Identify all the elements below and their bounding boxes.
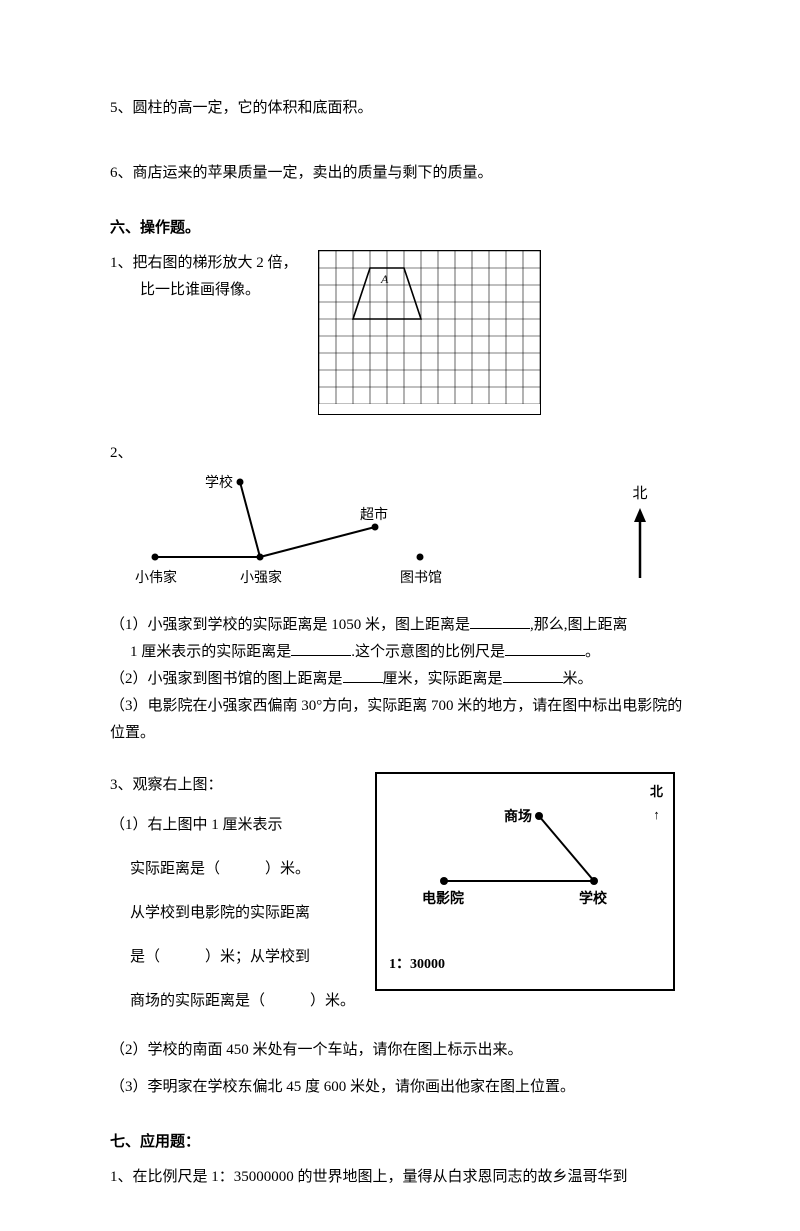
q6-2-container: 2、 学校超市小伟家 小强家 图书馆 北 （1）小强家到学校的实际距离是 1050 … — [110, 440, 690, 747]
svg-text:图书馆: 图书馆 — [400, 570, 442, 586]
q2-sub3: （3）电影院在小强家西偏南 30°方向，实际距离 700 米的地方，请在图中标出… — [110, 693, 690, 747]
q3-scale: 1：30000 — [389, 952, 661, 977]
svg-text:小伟家: 小伟家 — [135, 569, 177, 586]
q3-sub1d: 是（ ）米；从学校到 — [110, 939, 360, 975]
q6-3-container: 3、观察右上图： （1）右上图中 1 厘米表示 实际距离是（ ）米。 从学校到电… — [110, 772, 690, 1027]
q6-text: 6、商店运来的苹果质量一定，卖出的质量与剩下的质量。 — [110, 165, 493, 181]
q6-1-container: 1、把右图的梯形放大 2 倍， 比一比谁画得像。 A — [110, 250, 690, 415]
q3-sub3: （3）李明家在学校东偏北 45 度 600 米处，请你画出他家在图上位置。 — [110, 1074, 690, 1101]
blank-field[interactable] — [343, 668, 383, 683]
q3-sub1b: 实际距离是（ ）米。 — [110, 851, 360, 887]
north-arrow-icon — [630, 508, 650, 583]
blank-field[interactable] — [291, 641, 351, 656]
q2-sub1-cont: 1 厘米表示的实际距离是.这个示意图的比例尺是。 — [110, 639, 690, 666]
svg-text:超市: 超市 — [360, 506, 388, 523]
q6-1-line2: 比一比谁画得像。 — [110, 277, 298, 304]
q7-1: 1、在比例尺是 1：35000000 的世界地图上，量得从白求恩同志的故乡温哥华… — [110, 1164, 690, 1191]
diagram2-svg: 学校超市小伟家 小强家 图书馆 — [110, 467, 490, 597]
north-indicator: 北 — [630, 481, 650, 583]
q3-sub1e: 商场的实际距离是（ ）米。 — [110, 983, 360, 1019]
svg-text:学校: 学校 — [579, 890, 608, 907]
north-arrow-icon: ↑ — [650, 803, 663, 826]
svg-text:商场: 商场 — [504, 808, 532, 825]
question-6: 6、商店运来的苹果质量一定，卖出的质量与剩下的质量。 — [110, 160, 690, 187]
q3-north: 北 ↑ — [650, 780, 663, 827]
svg-text:A: A — [380, 272, 389, 286]
q2-diagram: 学校超市小伟家 小强家 图书馆 — [110, 467, 630, 607]
section-6-title: 六、操作题。 — [110, 215, 690, 242]
q3-sub1c: 从学校到电影院的实际距离 — [110, 895, 360, 931]
blank-field[interactable] — [470, 614, 530, 629]
question-5: 5、圆柱的高一定，它的体积和底面积。 — [110, 95, 690, 122]
q3-sub2: （2）学校的南面 450 米处有一个车站，请你在图上标示出来。 — [110, 1037, 690, 1064]
q3-sub1a: （1）右上图中 1 厘米表示 — [110, 807, 360, 843]
diagram3-svg: 商场电影院 学校 — [389, 786, 669, 936]
section-7-title: 七、应用题： — [110, 1129, 690, 1156]
svg-text:电影院: 电影院 — [422, 890, 464, 907]
q2-sub2: （2）小强家到图书馆的图上距离是厘米，实际距离是米。 — [110, 666, 690, 693]
svg-text:小强家: 小强家 — [240, 569, 282, 586]
blank-field[interactable] — [503, 668, 563, 683]
q6-2-num: 2、 — [110, 440, 690, 467]
q6-1-line1: 1、把右图的梯形放大 2 倍， — [110, 250, 298, 277]
q5-text: 5、圆柱的高一定，它的体积和底面积。 — [110, 100, 373, 116]
north-label: 北 — [632, 481, 647, 508]
svg-text:学校: 学校 — [205, 474, 233, 491]
blank-field[interactable] — [505, 641, 585, 656]
grid-svg: A — [319, 251, 540, 404]
trapezoid-grid: A — [318, 250, 541, 415]
q3-map-box: 北 ↑ 商场电影院 学校 1：30000 — [375, 772, 675, 991]
q3-header: 3、观察右上图： — [110, 772, 360, 799]
q2-sub1: （1）小强家到学校的实际距离是 1050 米，图上距离是,那么,图上距离 — [110, 612, 690, 639]
